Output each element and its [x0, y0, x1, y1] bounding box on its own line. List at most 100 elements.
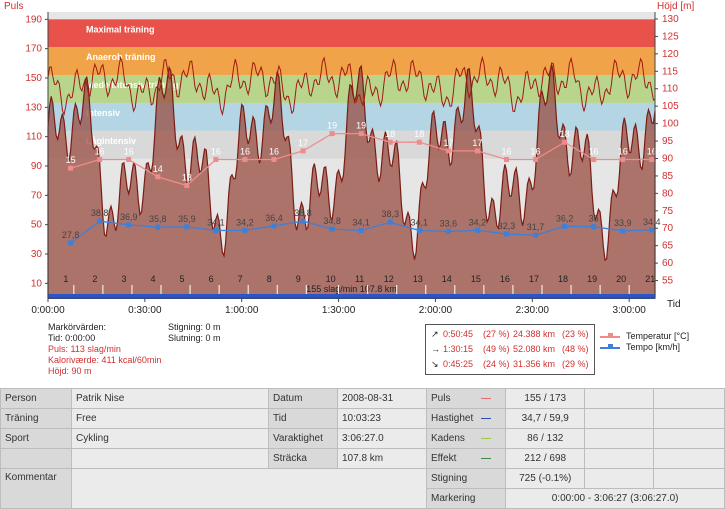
- right-tick-label: 130: [662, 14, 679, 25]
- temperature-data-label: 17: [298, 138, 308, 148]
- lap-number: 17: [529, 274, 539, 284]
- right-tick-label: 80: [662, 188, 674, 199]
- chart-legend: Temperatur [°C] Tempo [km/h]: [598, 331, 689, 353]
- x-tick-label: 2:30:00: [516, 305, 550, 316]
- temperature-point: [591, 157, 597, 163]
- temperature-data-label: 16: [124, 147, 134, 157]
- puls-swatch: [481, 397, 492, 399]
- temperature-point: [503, 157, 509, 163]
- left-tick-label: 50: [31, 220, 43, 231]
- tempo-point: [649, 227, 655, 233]
- altitude-area: [47, 64, 656, 299]
- left-axis-title: Puls: [4, 1, 23, 12]
- temperature-data-label: 17: [472, 138, 482, 148]
- temperature-point: [97, 157, 103, 163]
- tempo-point: [300, 218, 306, 224]
- tempo-point: [184, 224, 190, 230]
- temperature-data-label: 13: [182, 173, 192, 183]
- left-tick-label: 70: [31, 190, 43, 201]
- temperature-point: [387, 139, 393, 145]
- x-axis-title: Tid: [667, 299, 681, 310]
- temperature-data-label: 16: [95, 147, 105, 157]
- right-axis-title: Höjd [m]: [657, 1, 694, 12]
- right-tick-label: 105: [662, 101, 679, 112]
- lap-number: 5: [180, 274, 185, 284]
- marker-puls: Puls: 113 slag/min: [48, 344, 121, 354]
- x-tick-label: 2:00:00: [419, 305, 453, 316]
- table-row: Sträcka 107.8 km Effekt 212 / 698: [0, 448, 725, 469]
- tempo-point: [271, 223, 277, 229]
- x-tick-label: 0:00:00: [31, 305, 65, 316]
- temperature-point: [445, 148, 451, 154]
- tempo-point: [213, 227, 219, 233]
- tempo-data-label: 35,9: [178, 214, 196, 224]
- right-tick-label: 100: [662, 119, 679, 130]
- tempo-data-label: 35,8: [149, 214, 167, 224]
- legend-tempo: Tempo [km/h]: [598, 342, 689, 353]
- comment-field: [71, 468, 427, 509]
- lap-number: 14: [442, 274, 452, 284]
- lap-number: 6: [209, 274, 214, 284]
- temperature-data-label: 16: [647, 147, 657, 157]
- right-tick-label: 115: [662, 66, 678, 77]
- tempo-data-label: 38,8: [294, 208, 312, 218]
- marker-slutning: Slutning: 0 m: [168, 333, 221, 343]
- tempo-data-label: 32,3: [498, 221, 516, 231]
- tempo-point: [329, 226, 335, 232]
- stats-table: Person Patrik Nise Datum 2008-08-31 Puls…: [0, 388, 725, 509]
- left-tick-label: 130: [25, 102, 42, 113]
- right-tick-label: 55: [662, 276, 674, 287]
- temperature-point: [155, 174, 161, 180]
- temperature-data-label: 17: [443, 138, 453, 148]
- lap-number: 1: [63, 274, 68, 284]
- temperature-data-label: 16: [501, 147, 511, 157]
- tempo-point: [503, 231, 509, 237]
- tempo-point: [358, 227, 364, 233]
- temperature-data-label: 16: [589, 147, 599, 157]
- zone-label: Lågintensiv: [86, 136, 136, 146]
- tempo-data-label: 36,4: [265, 213, 283, 223]
- temperature-point: [300, 148, 306, 154]
- tempo-data-label: 34,2: [469, 217, 487, 227]
- temperature-point: [329, 131, 335, 137]
- zone-label: Maximal träning: [86, 24, 155, 34]
- lap-number: 19: [587, 274, 597, 284]
- tempo-data-label: 34,1: [352, 217, 370, 227]
- x-tick-label: 1:30:00: [322, 305, 356, 316]
- marker-stigning: Stigning: 0 m: [168, 322, 221, 332]
- tempo-data-label: 31,7: [527, 222, 545, 232]
- temperature-data-label: 16: [618, 147, 628, 157]
- left-tick-label: 90: [31, 161, 43, 172]
- right-tick-label: 65: [662, 241, 674, 252]
- lap-number: 8: [267, 274, 272, 284]
- tempo-point: [533, 232, 539, 238]
- lap-number: 15: [471, 274, 481, 284]
- temperature-point: [620, 157, 626, 163]
- temperature-data-label: 18: [414, 129, 424, 139]
- summary-row-down: ↘ 0:45:25 (24 %) 31.356 km (29 %): [431, 359, 589, 369]
- temperature-data-label: 19: [356, 121, 366, 131]
- temperature-data-label: 19: [327, 121, 337, 131]
- right-tick-label: 120: [662, 49, 679, 60]
- temperature-data-label: 16: [269, 147, 279, 157]
- left-tick-label: 150: [25, 73, 42, 84]
- zone-band: [48, 19, 655, 48]
- tempo-data-label: 34,4: [643, 217, 661, 227]
- lap-number: 18: [558, 274, 568, 284]
- kadens-swatch: [481, 437, 492, 439]
- lap-number: 16: [500, 274, 510, 284]
- right-tick-label: 85: [662, 171, 674, 182]
- tempo-point: [155, 224, 161, 230]
- left-tick-label: 170: [25, 44, 42, 55]
- marker-title: Markörvärden:: [48, 322, 107, 332]
- arrow-up-icon: ↗: [431, 329, 439, 339]
- temperature-point: [242, 157, 248, 163]
- marker-values: Markörvärden: Tid: 0:00:00 Puls: 113 sla…: [48, 322, 161, 377]
- table-row: Person Patrik Nise Datum 2008-08-31 Puls…: [0, 388, 725, 409]
- right-tick-label: 110: [662, 84, 678, 95]
- bottom-band: [48, 294, 655, 299]
- lap-number: 3: [121, 274, 126, 284]
- temperature-point: [213, 157, 219, 163]
- temperature-point: [474, 148, 480, 154]
